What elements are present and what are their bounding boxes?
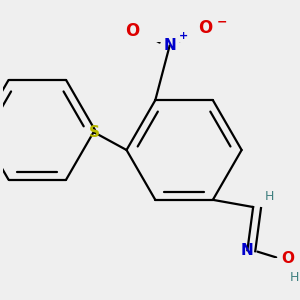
- Text: −: −: [217, 16, 227, 29]
- Text: H: H: [264, 190, 274, 203]
- Text: N: N: [241, 243, 254, 258]
- Text: O: O: [125, 22, 140, 40]
- Text: O: O: [281, 251, 294, 266]
- Text: +: +: [179, 31, 188, 41]
- Text: H: H: [290, 271, 300, 284]
- Text: S: S: [89, 125, 100, 140]
- Text: N: N: [163, 38, 176, 53]
- Text: O: O: [199, 19, 213, 37]
